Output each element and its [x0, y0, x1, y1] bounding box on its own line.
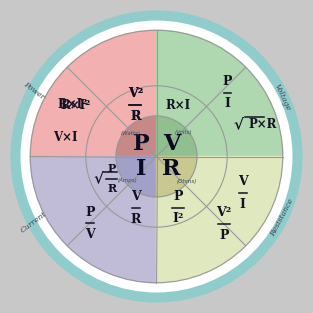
- Text: V²: V²: [216, 206, 232, 219]
- Wedge shape: [156, 156, 283, 283]
- Text: (Amps): (Amps): [117, 178, 137, 183]
- Text: I: I: [240, 198, 245, 211]
- Wedge shape: [30, 30, 156, 156]
- Text: V: V: [238, 175, 248, 188]
- Text: V×I: V×I: [53, 131, 77, 144]
- Text: R: R: [130, 110, 141, 123]
- Wedge shape: [30, 156, 156, 283]
- Text: V²: V²: [128, 87, 143, 100]
- Wedge shape: [116, 156, 156, 197]
- Text: Current: Current: [19, 209, 48, 234]
- Text: I: I: [224, 97, 230, 110]
- Text: P: P: [108, 163, 116, 174]
- Text: R×I²: R×I²: [58, 98, 88, 111]
- Circle shape: [11, 11, 302, 302]
- Text: (Ohms): (Ohms): [177, 179, 197, 184]
- Wedge shape: [156, 116, 197, 156]
- Text: P×R: P×R: [249, 118, 277, 131]
- Text: R×I²: R×I²: [60, 100, 91, 112]
- Text: P: P: [219, 229, 229, 242]
- Wedge shape: [156, 156, 197, 197]
- Wedge shape: [156, 30, 283, 156]
- Text: Power: Power: [21, 81, 45, 101]
- Text: R×I: R×I: [165, 99, 190, 112]
- Text: R: R: [131, 213, 141, 226]
- Text: V: V: [131, 190, 141, 203]
- Text: I: I: [136, 158, 146, 180]
- Text: √: √: [233, 117, 244, 131]
- Text: P: P: [223, 75, 232, 88]
- Circle shape: [21, 21, 292, 292]
- Text: R: R: [107, 183, 116, 194]
- Text: R: R: [130, 110, 141, 123]
- Text: V: V: [85, 228, 95, 241]
- Text: P: P: [85, 206, 95, 218]
- Text: (Volts): (Volts): [175, 130, 192, 135]
- Text: R: R: [162, 158, 181, 180]
- Text: V²: V²: [128, 87, 143, 100]
- Text: V: V: [163, 133, 180, 155]
- Text: (Watts): (Watts): [120, 131, 140, 136]
- Text: P: P: [173, 190, 183, 203]
- Text: √: √: [94, 172, 104, 186]
- Text: Resistance: Resistance: [269, 197, 295, 238]
- Text: Voltage: Voltage: [273, 83, 293, 112]
- Text: I²: I²: [172, 212, 184, 225]
- Wedge shape: [116, 116, 156, 156]
- Text: P: P: [133, 133, 150, 155]
